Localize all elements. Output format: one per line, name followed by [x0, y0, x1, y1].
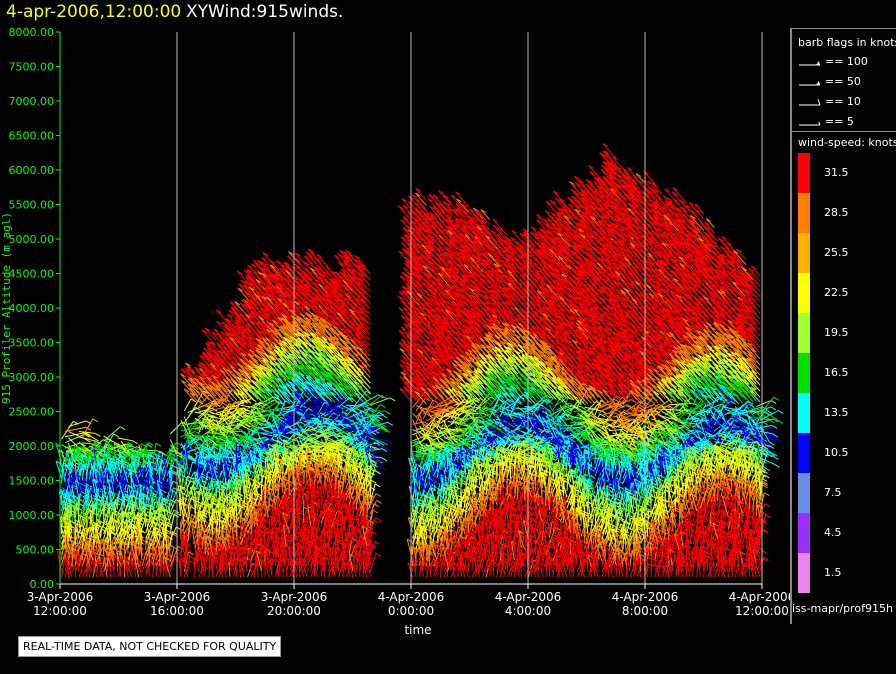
wind-barb-flag: [72, 502, 77, 505]
wind-barb-flag: [141, 443, 146, 446]
wind-barb: [75, 474, 76, 487]
wind-barb: [114, 443, 115, 465]
wind-barb-flag: [189, 552, 194, 555]
wind-barb: [184, 399, 191, 411]
wind-barb-flag: [174, 510, 179, 513]
wind-barb-flag: [120, 427, 125, 430]
wind-barb-flag: [301, 422, 306, 425]
wind-barb: [254, 445, 255, 466]
wind-barb: [170, 439, 177, 454]
wind-barb-flag: [175, 513, 180, 516]
wind-barb: [170, 449, 171, 462]
wind-barb: [90, 561, 92, 577]
wind-barb: [141, 443, 142, 460]
wind-barb: [83, 443, 95, 444]
wind-barb: [268, 531, 269, 550]
wind-barbs: [56, 143, 784, 577]
wind-barb: [109, 507, 110, 529]
wind-barb: [65, 434, 85, 443]
wind-barb-flag: [156, 443, 161, 446]
wind-barb-flag: [197, 501, 202, 504]
wind-barb-flag: [305, 535, 310, 538]
wind-barb: [170, 422, 182, 434]
wind-barb-flag: [93, 419, 98, 422]
wind-barb: [219, 481, 220, 497]
wind-barb: [211, 556, 212, 572]
wind-barb: [118, 438, 133, 441]
wind-barb: [169, 503, 170, 518]
wind-barb: [236, 442, 237, 461]
wind-barb: [104, 427, 121, 442]
wind-barb: [63, 465, 65, 483]
wind-barb-flag: [133, 441, 138, 444]
wind-barb-flag: [114, 434, 119, 437]
wind-profile-chart: 0.00500.001000.001500.002000.002500.0030…: [0, 0, 790, 674]
wind-barb: [170, 513, 175, 529]
wind-barb: [239, 559, 241, 577]
wind-barb-flag: [95, 433, 100, 436]
